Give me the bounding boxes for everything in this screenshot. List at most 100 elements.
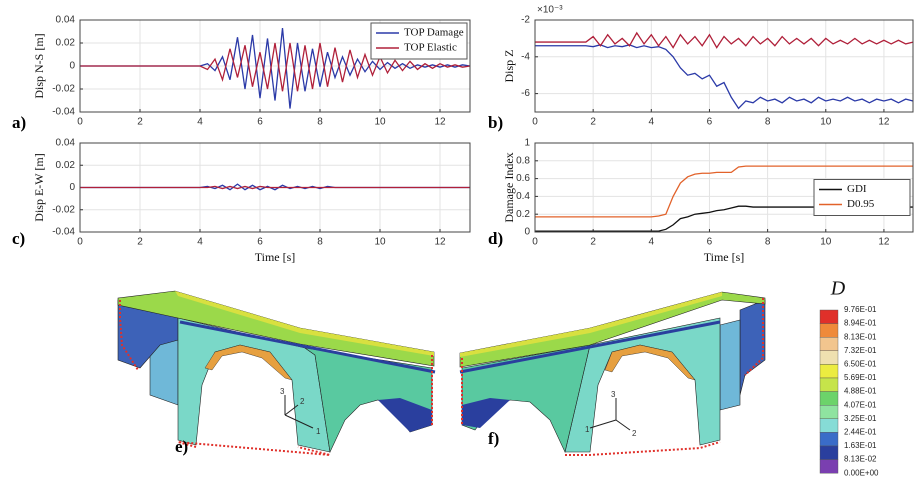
panel-label: a) (12, 113, 26, 132)
x-tick-label: 0 (532, 237, 538, 248)
panel-label: e) (175, 437, 188, 456)
y-axis-label: Disp Z (502, 50, 516, 83)
x-tick-label: 10 (374, 117, 386, 128)
legend-label: TOP Damage (404, 27, 464, 39)
x-tick-label: 6 (257, 117, 263, 128)
colorbar-swatch (820, 378, 838, 392)
y-tick-label: 0.04 (56, 138, 76, 149)
y-tick-label: -0.02 (52, 84, 75, 95)
legend-label: TOP Elastic (404, 42, 457, 54)
y-tick-label: 0 (69, 182, 75, 193)
y-tick-label: -0.02 (52, 204, 75, 215)
colorbar-title: D (830, 278, 846, 300)
figure: e) f) 3 2 1 3 1 2 D 9.76E-01 8.94E-01 8.13… (0, 0, 915, 482)
y-tick-label: -0.04 (52, 227, 75, 238)
x-tick-label: 6 (257, 237, 263, 248)
colorbar: 9.76E-01 8.94E-01 8.13E-01 7.32E-01 6.50E-01… (820, 305, 879, 477)
x-tick-label: 4 (649, 117, 655, 128)
plot-area (535, 20, 913, 112)
x-tick-label: 6 (707, 237, 713, 248)
triad-label: 3 (611, 390, 616, 399)
y-exponent: ×10⁻³ (537, 5, 563, 16)
y-tick-label: 0 (524, 227, 530, 238)
colorbar-swatch (820, 419, 838, 433)
panel-label: b) (488, 113, 503, 132)
legend-label: D0.95 (847, 198, 875, 210)
y-tick-label: -6 (521, 88, 530, 99)
y-tick-label: 0.02 (56, 38, 76, 49)
panel-label: c) (12, 229, 25, 248)
triad-label: 3 (280, 387, 285, 396)
colorbar-label: 4.07E-01 (844, 400, 877, 409)
triad-label: 2 (632, 429, 637, 438)
y-tick-label: 1 (524, 138, 530, 149)
x-tick-label: 0 (77, 117, 83, 128)
y-tick-label: -4 (521, 51, 530, 62)
y-tick-label: -2 (521, 15, 530, 26)
x-tick-label: 8 (317, 117, 323, 128)
colorbar-label: 5.69E-01 (844, 373, 877, 382)
colorbar-swatch (820, 432, 838, 446)
colorbar-label: 1.63E-01 (844, 441, 877, 450)
colorbar-swatch (820, 446, 838, 460)
triad-label: 2 (300, 397, 305, 406)
colorbar-label: 4.88E-01 (844, 387, 877, 396)
x-tick-label: 8 (765, 237, 771, 248)
colorbar-swatch (820, 310, 838, 324)
y-tick-label: -0.04 (52, 107, 75, 118)
y-axis-label: Damage Index (502, 152, 516, 222)
x-tick-label: 0 (77, 237, 83, 248)
x-tick-label: 12 (878, 117, 890, 128)
x-tick-label: 2 (590, 237, 596, 248)
colorbar-label: 0.00E+00 (844, 468, 879, 477)
panel-label: d) (488, 229, 503, 248)
y-tick-label: 0.02 (56, 160, 76, 171)
colorbar-label: 9.76E-01 (844, 305, 877, 314)
triad-label: 1 (585, 425, 590, 434)
x-axis-label: Time [s] (255, 250, 296, 264)
x-tick-label: 0 (532, 117, 538, 128)
colorbar-swatch (820, 364, 838, 378)
colorbar-label: 6.50E-01 (844, 360, 877, 369)
x-tick-label: 4 (197, 237, 203, 248)
legend-label: GDI (847, 183, 867, 195)
x-tick-label: 10 (374, 237, 386, 248)
triad-label: 1 (316, 427, 321, 436)
colorbar-swatch (820, 392, 838, 406)
x-tick-label: 8 (765, 117, 771, 128)
colorbar-swatch (820, 324, 838, 338)
bridge-model-f (460, 292, 765, 455)
colorbar-swatch (820, 460, 838, 474)
y-tick-label: 0.6 (516, 173, 530, 184)
colorbar-swatch (820, 351, 838, 365)
x-tick-label: 2 (590, 117, 596, 128)
x-tick-label: 4 (649, 237, 655, 248)
x-axis-label: Time [s] (704, 250, 745, 264)
y-axis-label: Disp E-W [m] (32, 153, 46, 221)
x-tick-label: 10 (820, 237, 832, 248)
colorbar-label: 2.44E-01 (844, 428, 877, 437)
colorbar-label: 8.13E-01 (844, 332, 877, 341)
y-tick-label: 0.04 (56, 15, 76, 26)
y-tick-label: 0.4 (516, 191, 530, 202)
x-tick-label: 6 (707, 117, 713, 128)
x-tick-label: 12 (434, 237, 446, 248)
bridge-model-e (118, 291, 435, 455)
x-tick-label: 4 (197, 117, 203, 128)
x-tick-label: 2 (137, 117, 143, 128)
colorbar-label: 7.32E-01 (844, 346, 877, 355)
x-tick-label: 2 (137, 237, 143, 248)
y-axis-label: Disp N-S [m] (32, 33, 46, 98)
colorbar-label: 8.94E-01 (844, 319, 877, 328)
y-tick-label: 0.8 (516, 155, 530, 166)
y-tick-label: 0.2 (516, 209, 530, 220)
colorbar-label: 8.13E-02 (844, 455, 877, 464)
x-tick-label: 10 (820, 117, 832, 128)
y-tick-label: 0 (69, 61, 75, 72)
x-tick-label: 12 (878, 237, 890, 248)
colorbar-swatch (820, 337, 838, 351)
panel-label: f) (488, 429, 499, 448)
x-tick-label: 12 (434, 117, 446, 128)
colorbar-swatch (820, 405, 838, 419)
page: {"chart_data": [ {"type": "line", "panel… (0, 0, 915, 482)
